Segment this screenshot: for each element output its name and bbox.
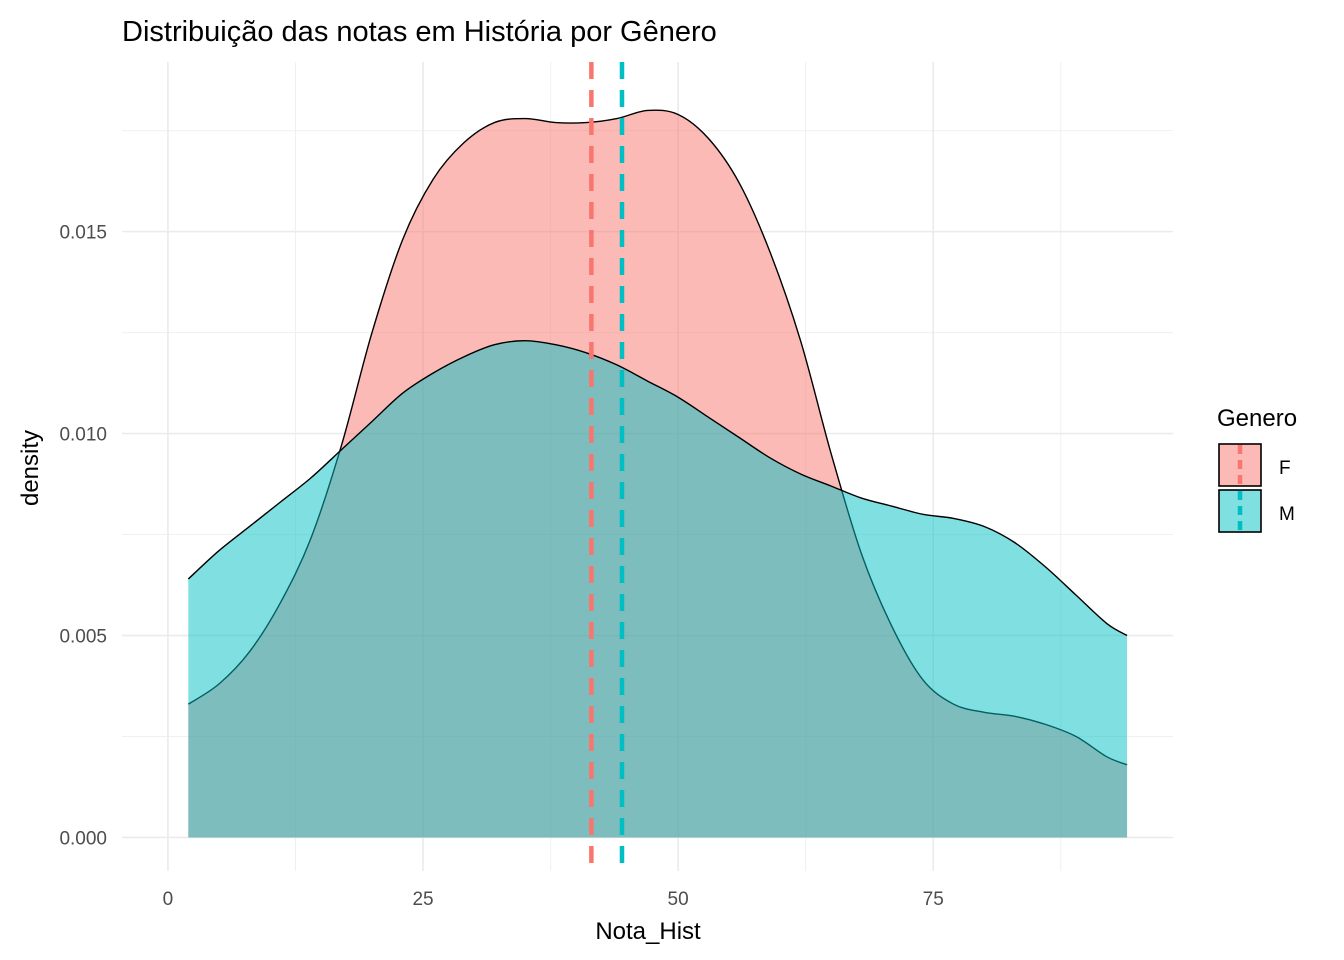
legend-title: Genero [1217,405,1297,432]
x-tick-label: 75 [923,889,944,910]
legend-item-M: M [1218,489,1295,533]
density-area-M [188,340,1128,838]
density-areas [187,109,1128,838]
x-tick-label: 50 [668,889,689,910]
y-tick-label: 0.005 [59,627,107,648]
legend-label-M: M [1279,504,1295,525]
legend: Genero FM [1217,405,1297,533]
x-tick-label: 0 [163,889,174,910]
x-tick-label: 25 [412,889,433,910]
y-axis-title: density [17,430,44,506]
x-axis-title: Nota_Hist [595,918,701,945]
x-axis-ticks: 0 25 50 75 [163,889,944,910]
y-tick-label: 0.015 [59,223,107,244]
y-tick-label: 0.010 [59,425,107,446]
density-curve-M [187,339,1128,637]
chart-title: Distribuição das notas em História por G… [122,16,717,48]
y-tick-label: 0.000 [59,828,107,849]
y-axis-ticks: 0.000 0.005 0.010 0.015 [59,223,107,850]
legend-label-F: F [1279,458,1291,479]
legend-item-F: F [1218,443,1291,487]
legend-items: FM [1218,443,1295,533]
mean-lines [589,62,625,871]
